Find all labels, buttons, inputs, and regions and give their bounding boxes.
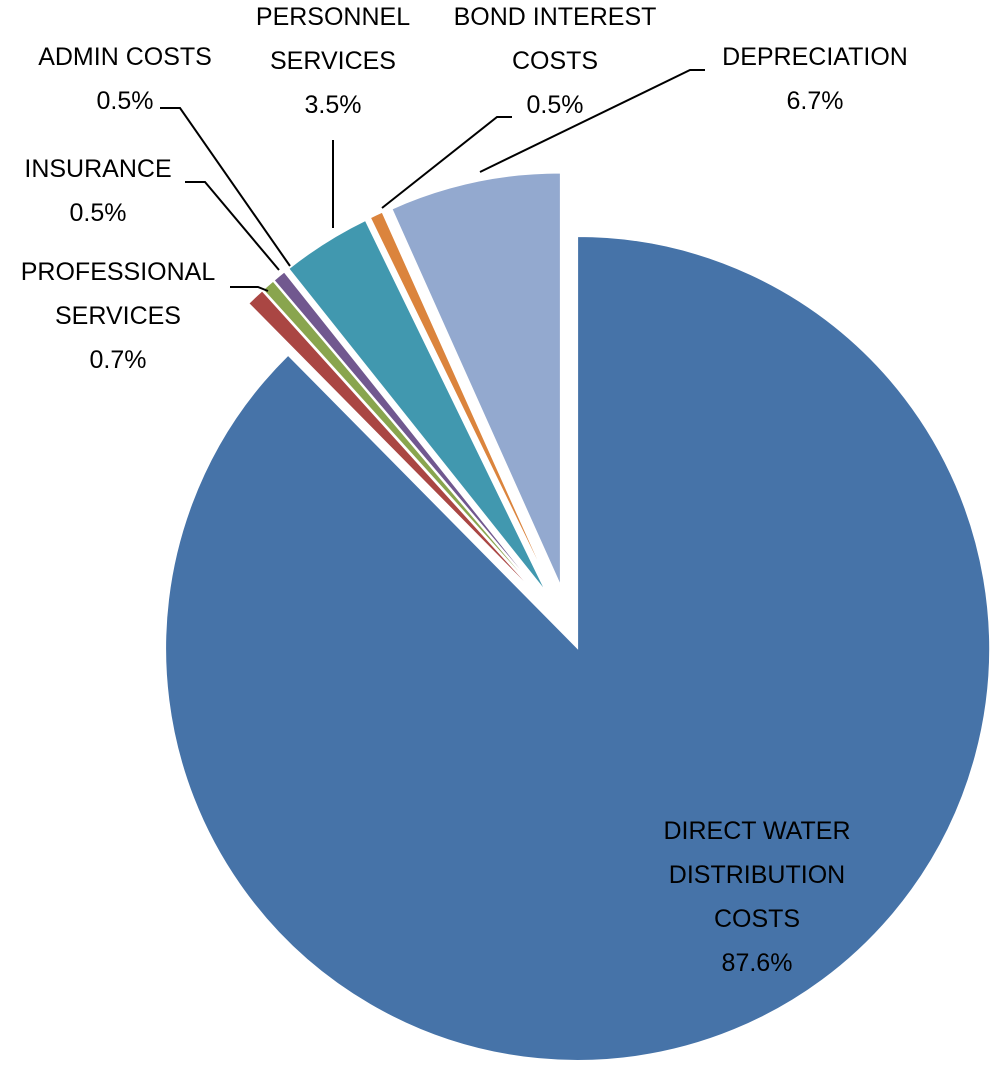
leader-line [185,181,280,271]
slices [165,172,991,1062]
leader-line [230,286,269,292]
category-name: BOND INTEREST COSTS [453,3,657,75]
slice-label: BOND INTEREST COSTS 0.5% [445,0,665,127]
pie-slice [248,290,539,597]
value-label: 6.7% [786,87,844,115]
value-label: 0.5% [96,87,154,115]
pie-slice [288,219,546,592]
slice-label: INSURANCE 0.5% [8,147,188,235]
slice-label: PROFESSIONAL SERVICES 0.7% [2,250,234,382]
category-name: PERSONNEL SERVICES [255,3,411,75]
leader-line [479,69,705,173]
value-label: 0.7% [89,346,147,374]
category-name: DEPRECIATION [722,43,908,71]
category-name: ADMIN COSTS [38,43,212,71]
pie-slice [273,271,542,595]
value-label: 0.5% [526,91,584,119]
pie-slice [369,211,552,589]
slice-label: DIRECT WATER DISTRIBUTION COSTS 87.6% [627,809,887,985]
category-name: INSURANCE [24,155,172,183]
category-name: PROFESSIONAL SERVICES [20,258,216,330]
slice-label: DEPRECIATION 6.7% [700,35,930,123]
value-label: 0.5% [69,199,127,227]
category-name: DIRECT WATER DISTRIBUTION COSTS [663,817,851,933]
slice-label: PERSONNEL SERVICES 3.5% [253,0,413,127]
pie-slice [391,172,561,586]
leader-line [160,107,291,267]
leader-line [381,116,512,209]
value-label: 87.6% [721,949,793,977]
value-label: 3.5% [304,91,362,119]
slice-label: ADMIN COSTS 0.5% [15,35,235,123]
pie-slice [165,236,991,1062]
